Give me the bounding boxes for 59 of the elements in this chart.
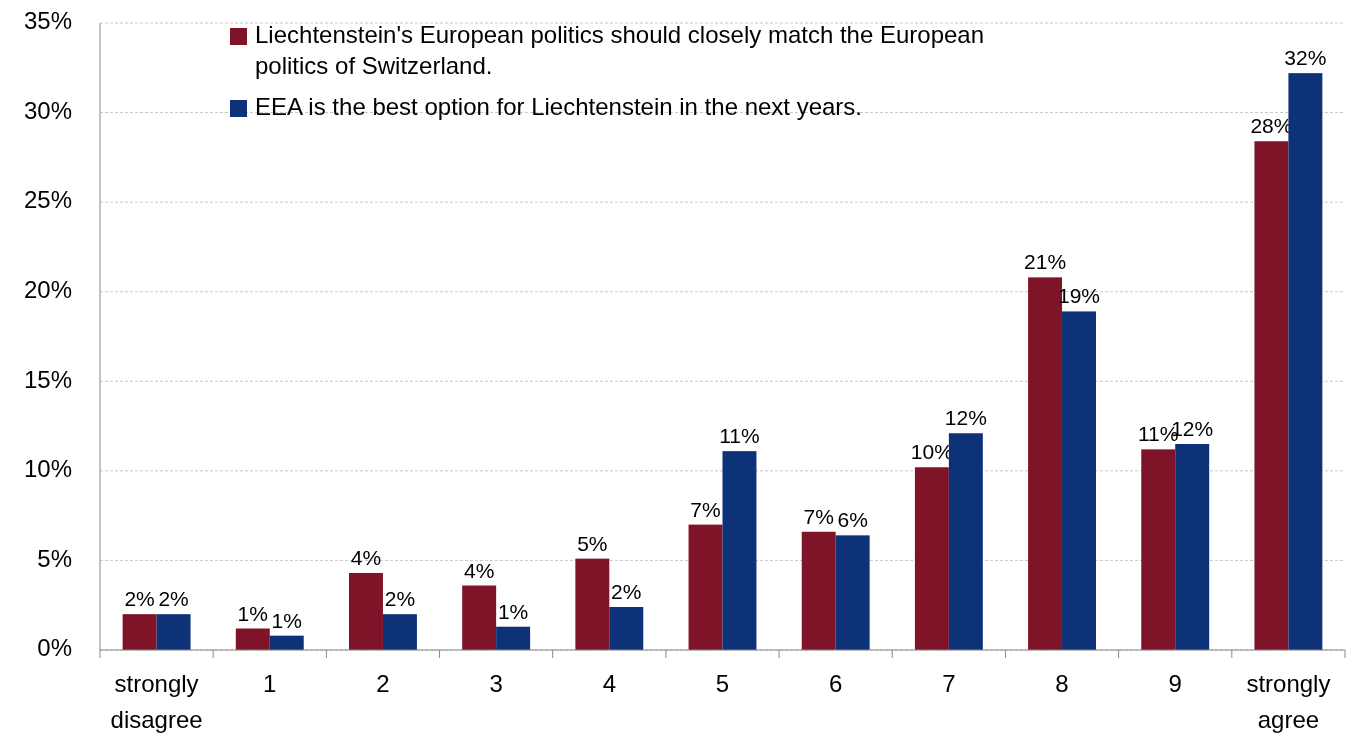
bar <box>609 607 644 650</box>
bar <box>948 433 983 650</box>
data-label: 21% <box>1024 250 1067 274</box>
bar <box>349 572 383 650</box>
x-tick-label: 5 <box>715 670 730 697</box>
data-label: 4% <box>350 545 382 569</box>
y-tick-label: 5% <box>37 544 72 572</box>
bar <box>801 531 836 650</box>
data-label: 2% <box>384 587 416 611</box>
y-tick-label: 10% <box>23 455 72 483</box>
y-tick-label: 30% <box>23 96 72 124</box>
bar <box>722 451 757 650</box>
bar <box>382 614 417 650</box>
data-label: 11% <box>719 424 760 448</box>
x-tick-label: 9 <box>1168 670 1182 697</box>
y-tick-label: 35% <box>23 7 72 35</box>
legend-label: EEA is the best option for Liechtenstein in the next years. <box>255 93 863 121</box>
bar <box>835 535 870 650</box>
x-tick-label: 2 <box>376 670 390 697</box>
y-tick-label: 15% <box>23 365 72 393</box>
x-tick-label: 7 <box>942 670 956 697</box>
bar <box>914 467 949 650</box>
data-label: 7% <box>803 504 834 528</box>
data-label: 32% <box>1284 46 1327 70</box>
bar <box>575 558 610 650</box>
data-label: 2% <box>124 587 155 611</box>
x-tick-label: 8 <box>1055 670 1069 697</box>
legend-label: Liechtenstein's European politics should closely match the European politics of Switzerland. <box>255 21 985 80</box>
data-label: 6% <box>837 508 868 532</box>
y-tick-label: 20% <box>23 276 72 304</box>
bar <box>1141 449 1176 650</box>
data-label: 2% <box>611 580 642 604</box>
data-label: 2% <box>158 587 189 611</box>
x-tick-label: 6 <box>829 670 843 697</box>
bar <box>156 614 191 650</box>
x-tick-label: strongly disagree <box>110 670 203 733</box>
bar <box>235 628 270 650</box>
bar <box>496 626 531 650</box>
x-tick-label: 4 <box>602 670 616 697</box>
x-tick-label: 3 <box>489 670 503 697</box>
bar <box>1175 443 1210 650</box>
bar <box>688 524 723 650</box>
bar <box>1254 141 1289 650</box>
x-tick-label: 1 <box>263 670 277 697</box>
bar <box>269 635 304 650</box>
data-label: 12% <box>944 406 987 430</box>
data-label: 1% <box>237 601 268 625</box>
data-label: 7% <box>690 497 721 521</box>
data-label: 1% <box>271 608 302 632</box>
y-tick-label: 25% <box>23 186 72 214</box>
y-tick-label: 0% <box>37 634 72 662</box>
bar <box>1288 73 1323 650</box>
data-label: 1% <box>497 599 529 623</box>
bar <box>1062 311 1096 650</box>
x-tick-label: strongly agree <box>1246 670 1331 733</box>
bar <box>122 614 157 650</box>
bar <box>462 585 497 650</box>
data-label: 5% <box>577 531 608 555</box>
data-label: 4% <box>463 558 495 582</box>
